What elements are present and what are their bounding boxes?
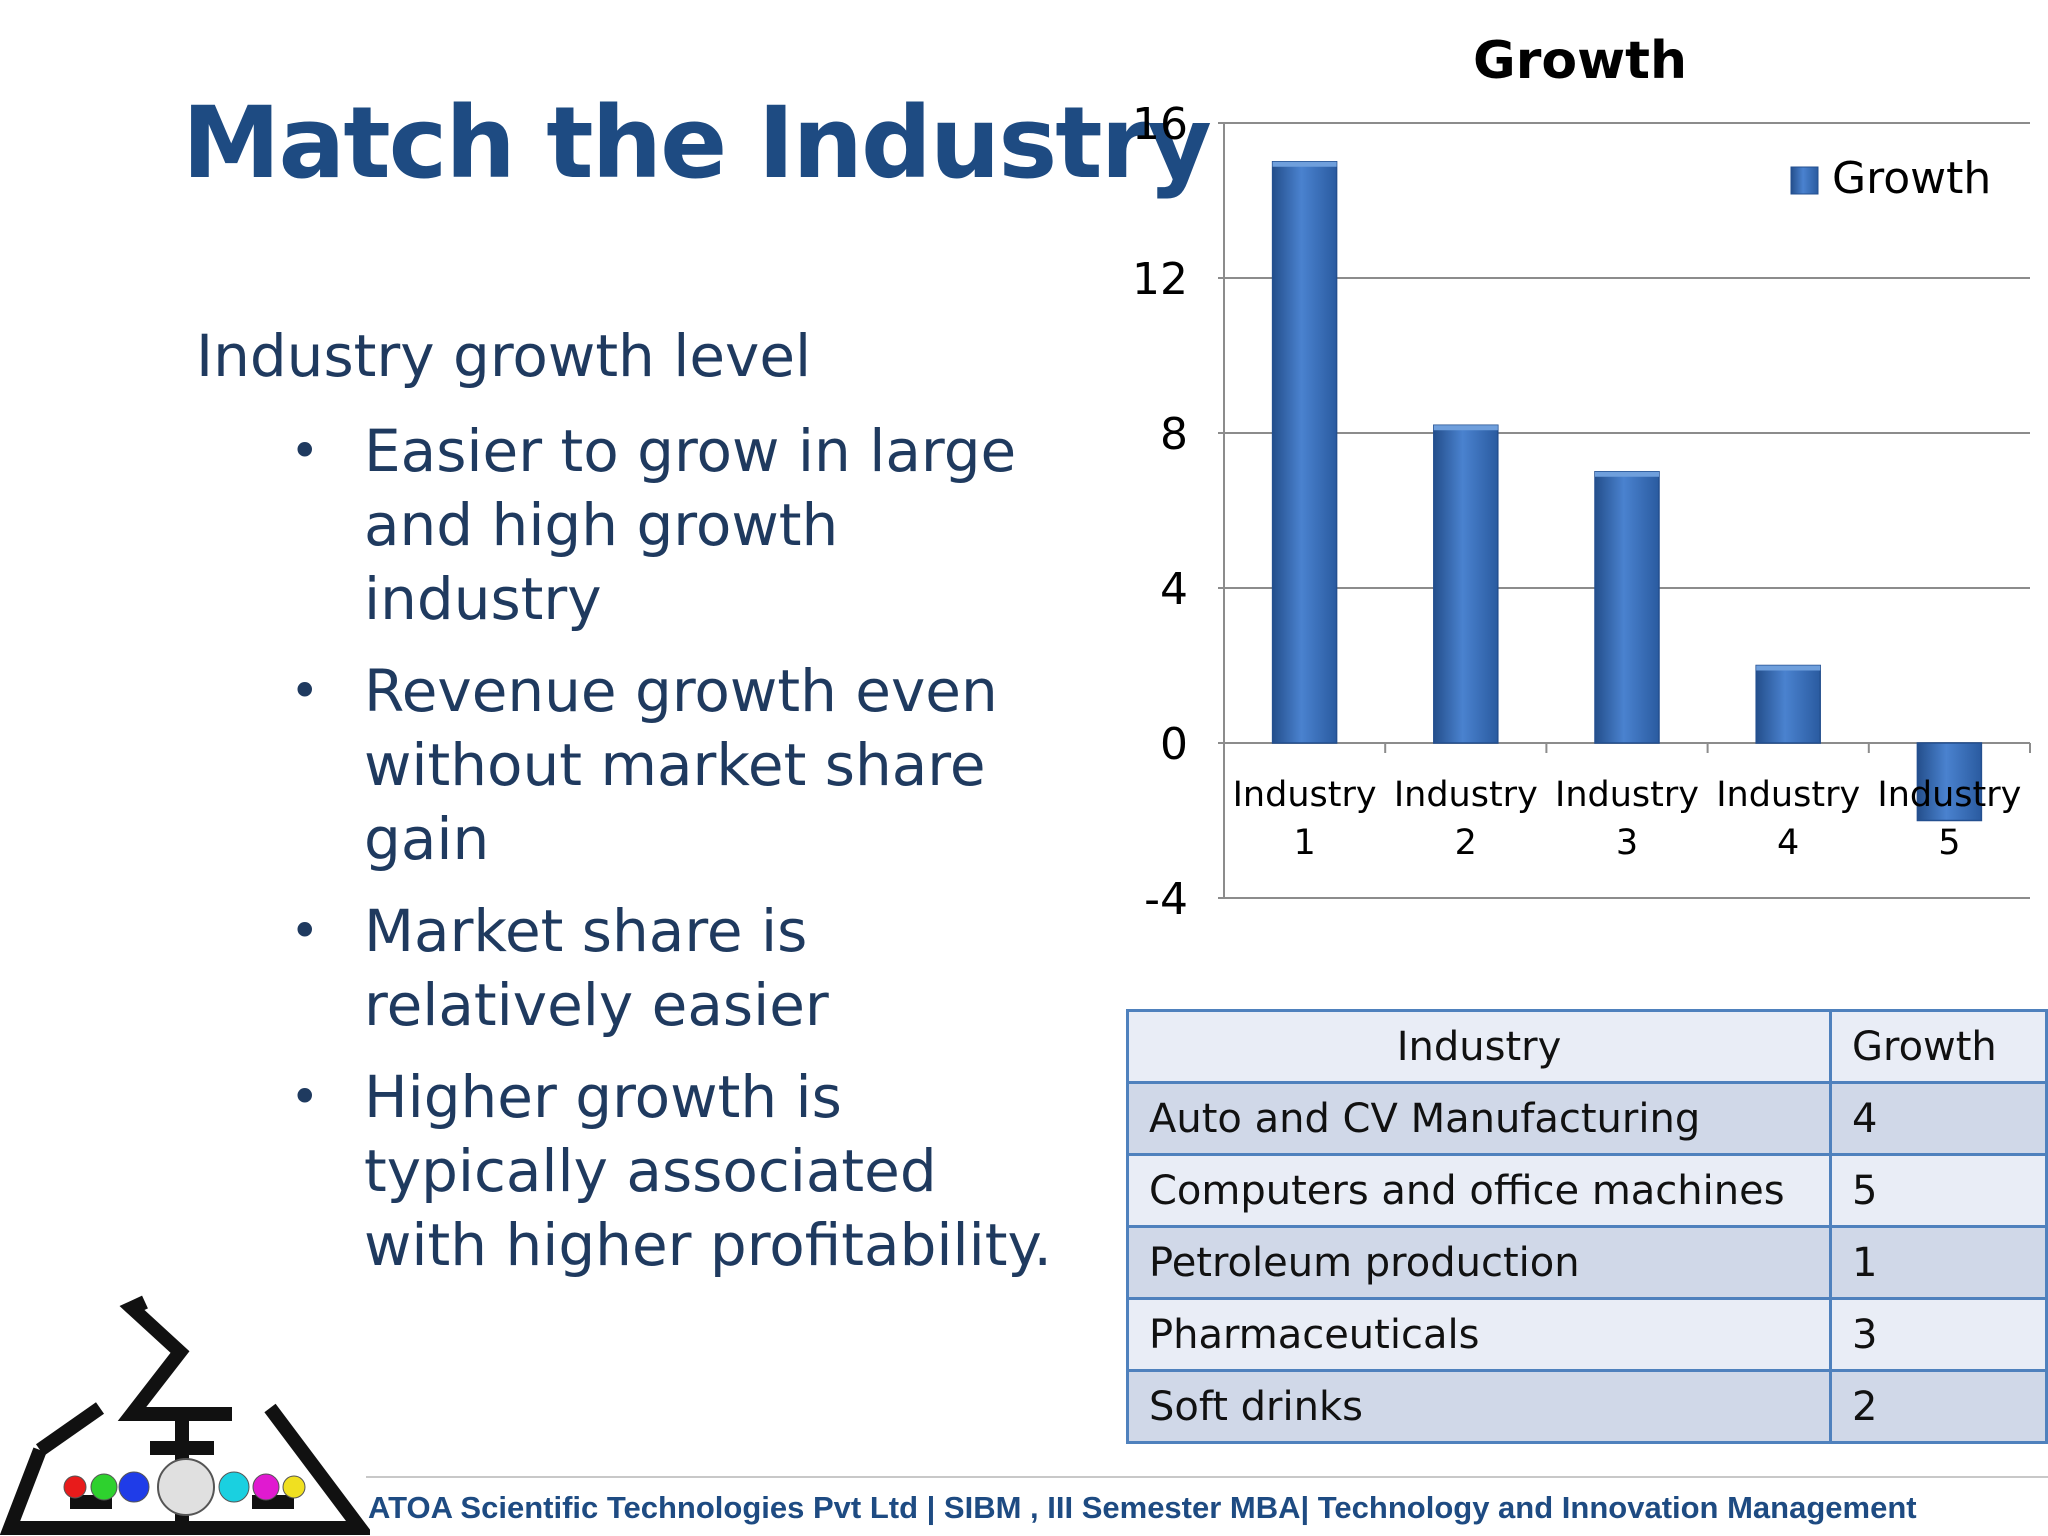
logo-dot <box>252 1473 280 1501</box>
logo-colored-dots <box>63 1458 306 1516</box>
y-tick-label: 0 <box>1160 719 1188 770</box>
bullet-text: Easier to grow in large and high growth … <box>364 417 1017 633</box>
legend-swatch <box>1790 166 1819 195</box>
y-tick-label: 12 <box>1132 254 1188 305</box>
bar-industry-1 <box>1271 161 1338 744</box>
table-cell-growth: 5 <box>1829 1153 2048 1228</box>
bar-industry-5 <box>1916 742 1983 822</box>
x-tick-label: Industry <box>1233 775 1377 815</box>
y-tick-label: 8 <box>1160 409 1188 460</box>
bar-industry-4 <box>1755 664 1821 744</box>
y-tick-label: 16 <box>1132 99 1188 150</box>
table-header-row: Industry Growth <box>1126 1009 2048 1084</box>
x-tick-label: 5 <box>1938 823 1960 863</box>
table-cell-industry: Pharmaceuticals <box>1126 1297 1832 1372</box>
bullet-dot-icon: • <box>290 902 320 960</box>
x-tick-label: Industry <box>1394 775 1538 815</box>
table-row: Pharmaceuticals 3 <box>1126 1297 2048 1372</box>
bullet-dot-icon: • <box>290 1068 320 1126</box>
industry-growth-table: Industry Growth Auto and CV Manufacturin… <box>1126 1009 2048 1444</box>
table-cell-industry: Computers and office machines <box>1126 1153 1832 1228</box>
table-cell-industry: Auto and CV Manufacturing <box>1126 1081 1832 1156</box>
atoa-logo <box>0 1295 370 1535</box>
table-row: Soft drinks 2 <box>1126 1369 2048 1444</box>
x-tick-label: 2 <box>1455 823 1477 863</box>
table-cell-growth: 4 <box>1829 1081 2048 1156</box>
bar-industry-3 <box>1594 471 1660 744</box>
x-tick-label: 4 <box>1777 823 1799 863</box>
logo-dot <box>90 1473 118 1501</box>
logo-dot <box>218 1471 250 1503</box>
x-tick-label: Industry <box>1877 775 2021 815</box>
bullet-item: • Higher growth is typically associated w… <box>290 1060 1070 1282</box>
table-row: Auto and CV Manufacturing 4 <box>1126 1081 2048 1156</box>
table-cell-industry: Petroleum production <box>1126 1225 1832 1300</box>
table-cell-growth: 1 <box>1829 1225 2048 1300</box>
section-subtitle: Industry growth level <box>196 322 812 390</box>
x-tick-label: 3 <box>1616 823 1638 863</box>
industry-growth-table-container: Industry Growth Auto and CV Manufacturin… <box>1126 1009 2048 1444</box>
bullet-text: Higher growth is typically associated wi… <box>364 1063 1052 1279</box>
bullet-list: • Easier to grow in large and high growth… <box>290 414 1070 1300</box>
table-cell-industry: Soft drinks <box>1126 1369 1832 1444</box>
bar-cap <box>1433 425 1498 431</box>
table-header-industry: Industry <box>1126 1009 1832 1084</box>
table-cell-growth: 3 <box>1829 1297 2048 1372</box>
table-row: Computers and office machines 5 <box>1126 1153 2048 1228</box>
bullet-dot-icon: • <box>290 662 320 720</box>
bar-cap <box>1756 665 1821 671</box>
bullet-text: Revenue growth even without market share… <box>364 657 998 873</box>
growth-bar-chart: Growth 16 12 8 4 0 -4 Industry 1 Industry 2 Indust… <box>1132 31 2031 925</box>
x-tick-label: Industry <box>1716 775 1860 815</box>
bullet-item: • Market share is relatively easier <box>290 894 1070 1042</box>
bullet-dot-icon: • <box>290 422 320 480</box>
y-tick-label: -4 <box>1144 874 1188 925</box>
logo-dot <box>282 1475 306 1499</box>
bar-cap <box>1272 161 1337 167</box>
bar-cap <box>1595 471 1659 477</box>
globe-icon <box>157 1458 215 1516</box>
slide-title: Match the Industry <box>182 86 1212 201</box>
legend-label: Growth <box>1832 153 1991 204</box>
bullet-item: • Easier to grow in large and high growth… <box>290 414 1070 636</box>
x-tick-label: Industry <box>1555 775 1699 815</box>
table-cell-growth: 2 <box>1829 1369 2048 1444</box>
footer-text: ATOA Scientific Technologies Pvt Ltd | S… <box>368 1490 1917 1525</box>
table-header-growth: Growth <box>1829 1009 2048 1084</box>
chart-title: Growth <box>1473 31 1687 91</box>
logo-dot <box>63 1475 87 1499</box>
x-tick-label: 1 <box>1293 823 1315 863</box>
bullet-item: • Revenue growth even without market shar… <box>290 654 1070 876</box>
y-tick-label: 4 <box>1160 564 1188 615</box>
table-row: Petroleum production 1 <box>1126 1225 2048 1300</box>
bullet-text: Market share is relatively easier <box>364 897 829 1039</box>
logo-dot <box>118 1471 150 1503</box>
bar-industry-2 <box>1433 424 1499 744</box>
footer-divider <box>366 1476 2048 1478</box>
chart-legend: Growth <box>1790 153 1991 204</box>
